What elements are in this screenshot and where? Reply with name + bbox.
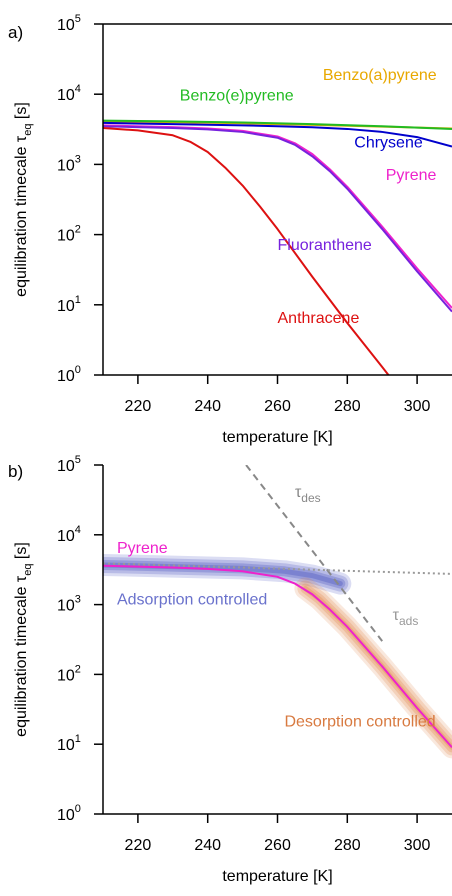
x-tick-label: 280 xyxy=(334,837,361,854)
series-label-chrysene: Chrysene xyxy=(354,134,423,151)
x-tick-label: 260 xyxy=(264,837,291,854)
series-line--ads xyxy=(103,562,452,575)
x-tick-label: 300 xyxy=(404,398,431,415)
series-label-pyrene: Pyrene xyxy=(117,540,168,557)
y-tick-label: 104 xyxy=(57,524,81,545)
series-label--ads: τads xyxy=(393,607,419,628)
band-label-adsorption-controlled: Adsorption controlled xyxy=(117,592,267,609)
y-tick-label: 103 xyxy=(57,153,81,174)
x-tick-label: 240 xyxy=(194,837,221,854)
series-label-pyrene: Pyrene xyxy=(386,167,437,184)
panel-b: 100 101 102 103 104 105 220 240 260 280 300 tempera… xyxy=(8,454,452,885)
series-line--des xyxy=(245,465,383,642)
series-line-fluoranthene xyxy=(103,125,452,313)
series-line-anthracene xyxy=(103,127,390,375)
series-line-benzo-e-pyrene xyxy=(103,119,452,130)
series-label--des: τdes xyxy=(295,484,321,505)
y-tick-label: 100 xyxy=(57,803,81,824)
plot-area xyxy=(103,119,452,375)
band-label-desorption-controlled: Desorption controlled xyxy=(284,713,435,730)
panel-a: 100 101 102 103 104 105 220 240 260 280 300 tempera… xyxy=(8,13,452,446)
x-axis-title: temperature [K] xyxy=(222,868,332,885)
x-tick-label: 300 xyxy=(404,837,431,854)
y-tick-label: 103 xyxy=(57,594,81,615)
series-line-pyrene xyxy=(103,124,452,309)
x-tick-label: 280 xyxy=(334,398,361,415)
series-label-benzo-e-pyrene: Benzo(e)pyrene xyxy=(180,87,294,104)
series-label-benzo-a-pyrene: Benzo(a)pyrene xyxy=(323,67,437,84)
y-tick-label: 102 xyxy=(57,224,81,245)
plot-area xyxy=(103,465,452,759)
panel-label: a) xyxy=(8,23,23,42)
y-tick-label: 102 xyxy=(57,663,81,684)
y-axis-title: equilibration timecale τeq [s] xyxy=(13,542,34,737)
x-tick-label: 260 xyxy=(264,398,291,415)
y-axis-title: equilibration timecale τeq [s] xyxy=(13,102,34,297)
series-line-chrysene xyxy=(103,121,452,148)
y-tick-label: 104 xyxy=(57,83,81,104)
x-axis-title: temperature [K] xyxy=(222,429,332,446)
y-tick-label: 105 xyxy=(57,13,81,34)
y-tick-label: 101 xyxy=(57,294,81,315)
panel-label: b) xyxy=(8,462,23,481)
y-tick-label: 105 xyxy=(57,454,81,475)
series-label-fluoranthene: Fluoranthene xyxy=(278,237,372,254)
y-tick-label: 100 xyxy=(57,364,81,385)
series-label-anthracene: Anthracene xyxy=(278,310,360,327)
y-tick-label: 101 xyxy=(57,733,81,754)
series-line-pyrene xyxy=(103,564,452,749)
x-tick-label: 220 xyxy=(125,398,152,415)
x-tick-label: 220 xyxy=(125,837,152,854)
x-tick-label: 240 xyxy=(194,398,221,415)
